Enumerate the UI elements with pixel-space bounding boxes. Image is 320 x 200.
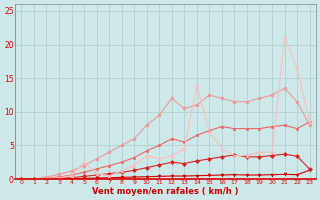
X-axis label: Vent moyen/en rafales ( km/h ): Vent moyen/en rafales ( km/h ) [92,187,239,196]
